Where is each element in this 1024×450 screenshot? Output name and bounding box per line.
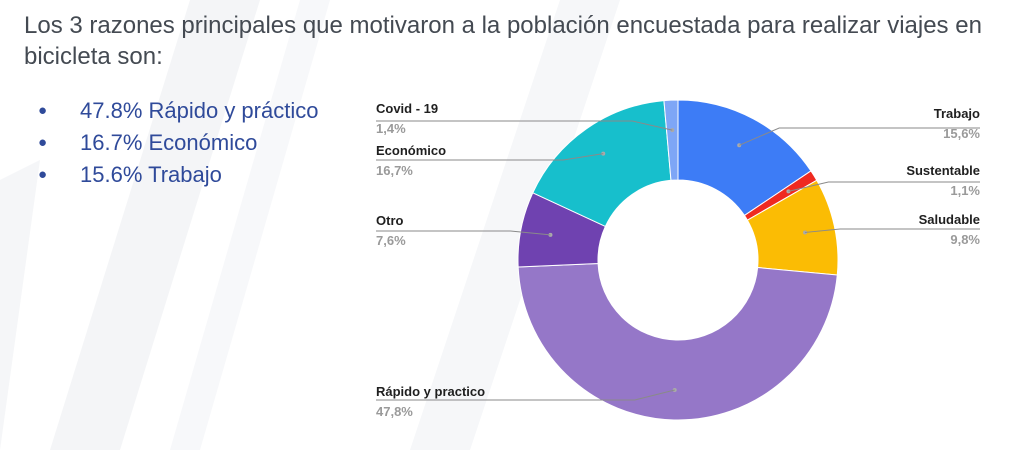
leader-line-trabajo bbox=[738, 127, 980, 146]
reason-item-1: 47.8% Rápido y práctico bbox=[38, 95, 318, 127]
leader-line-economico bbox=[376, 153, 604, 161]
label-value-trabajo: 15,6% bbox=[943, 126, 980, 141]
leader-line-covid-19 bbox=[376, 120, 673, 131]
label-name-trabajo: Trabajo bbox=[934, 106, 980, 121]
label-value-covid-19: 1,4% bbox=[376, 121, 406, 136]
label-value-saludable: 9,8% bbox=[950, 232, 980, 247]
label-name-sustentable: Sustentable bbox=[906, 163, 980, 178]
label-value-rapido-y-practico: 47,8% bbox=[376, 404, 413, 419]
leader-line-sustentable bbox=[788, 181, 980, 192]
donut-slices bbox=[517, 99, 839, 421]
label-name-saludable: Saludable bbox=[919, 212, 980, 227]
label-name-economico: Económico bbox=[376, 143, 446, 158]
slice-rapido-y-practico bbox=[517, 262, 838, 421]
donut-labels: Trabajo 15,6% Sustentable 1,1% Saludable 9,8%… bbox=[376, 101, 980, 419]
reasons-list: 47.8% Rápido y práctico 16.7% Económico … bbox=[38, 95, 318, 191]
label-name-otro: Otro bbox=[376, 213, 404, 228]
leader-line-rapido-y-practico bbox=[376, 389, 675, 401]
label-name-covid-19: Covid - 19 bbox=[376, 101, 438, 116]
reason-item-2: 16.7% Económico bbox=[38, 127, 318, 159]
page-heading: Los 3 razones principales que motivaron … bbox=[24, 12, 982, 70]
slice-covid-19 bbox=[663, 99, 679, 181]
leader-line-saludable bbox=[804, 228, 980, 233]
reason-item-3: 15.6% Trabajo bbox=[38, 159, 318, 191]
label-value-sustentable: 1,1% bbox=[950, 183, 980, 198]
label-value-economico: 16,7% bbox=[376, 163, 413, 178]
leader-line-otro bbox=[376, 230, 551, 236]
label-value-otro: 7,6% bbox=[376, 233, 406, 248]
label-name-rapido-y-practico: Rápido y practico bbox=[376, 384, 485, 399]
